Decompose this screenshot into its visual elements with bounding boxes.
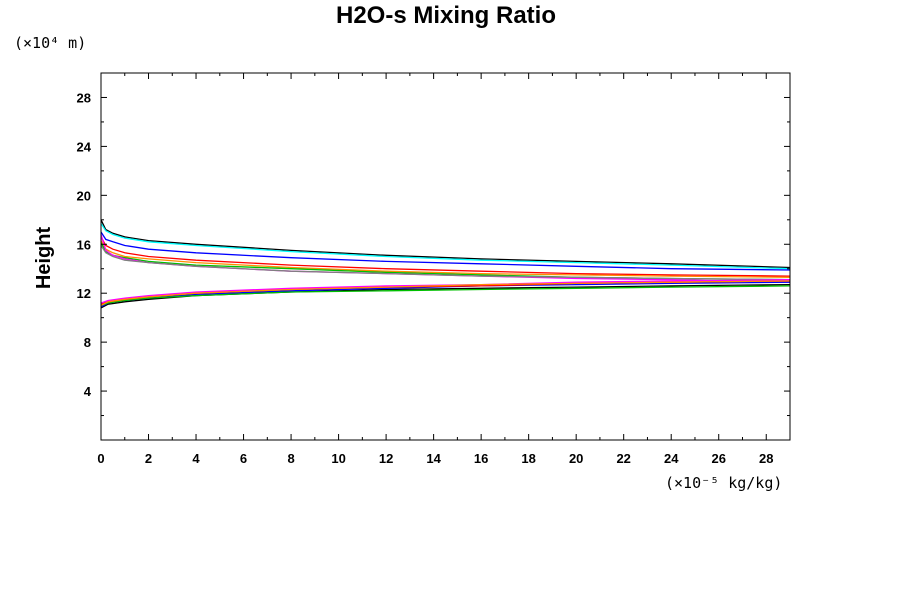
y-axis-label: Height xyxy=(33,227,55,290)
series-layer xyxy=(100,219,791,309)
x-tick-label: 18 xyxy=(521,451,535,466)
x-tick-label: 4 xyxy=(192,451,200,466)
chart-title: H2O-s Mixing Ratio xyxy=(336,2,556,29)
series-line-3 xyxy=(100,231,791,271)
series-line-6 xyxy=(100,242,791,281)
y-tick-label: 12 xyxy=(77,286,91,301)
plot-frame xyxy=(100,72,791,441)
x-tick-label: 22 xyxy=(616,451,630,466)
x-axis-unit: (×10⁻⁵ kg/kg) xyxy=(665,474,782,492)
x-tick-label: 26 xyxy=(711,451,725,466)
x-tick-label: 6 xyxy=(240,451,247,466)
x-tick-label: 16 xyxy=(474,451,488,466)
y-tick-label: 24 xyxy=(77,139,92,154)
series-line-4 xyxy=(100,236,791,277)
y-tick-label: 8 xyxy=(84,335,91,350)
x-tick-label: 14 xyxy=(426,451,441,466)
series-line-11 xyxy=(100,285,791,307)
x-tick-label: 8 xyxy=(287,451,294,466)
series-line-13 xyxy=(100,279,791,304)
x-tick-label: 20 xyxy=(569,451,583,466)
series-line-1 xyxy=(100,219,791,269)
y-axis-unit: (×10⁴ m) xyxy=(14,34,86,52)
x-tick-label: 24 xyxy=(664,451,679,466)
x-tick-label: 10 xyxy=(331,451,345,466)
series-line-5 xyxy=(100,240,791,278)
series-line-9 xyxy=(100,283,791,309)
y-tick-label: 28 xyxy=(77,90,91,105)
y-tick-label: 16 xyxy=(77,237,91,252)
series-line-14 xyxy=(100,280,791,306)
x-tick-label: 0 xyxy=(97,451,104,466)
x-tick-label: 12 xyxy=(379,451,393,466)
x-tick-label: 2 xyxy=(145,451,152,466)
series-line-8 xyxy=(100,245,791,281)
x-tick-label: 28 xyxy=(759,451,773,466)
y-tick-label: 20 xyxy=(77,188,91,203)
series-line-2 xyxy=(100,223,791,270)
y-tick-label: 4 xyxy=(84,384,92,399)
